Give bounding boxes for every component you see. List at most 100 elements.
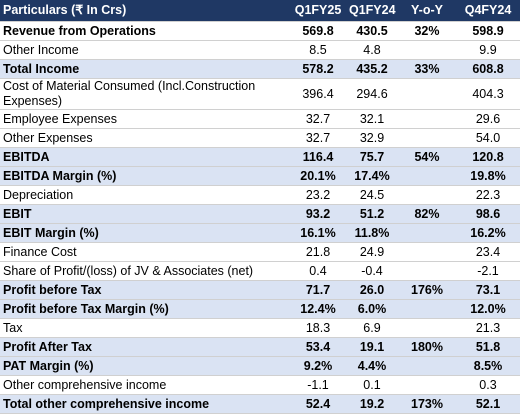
value-cell: 32% (398, 21, 456, 41)
table-row: Profit before Tax Margin (%) 12.4% 6.0% 12.… (0, 299, 520, 319)
table-row: EBIT Margin (%) 16.1% 11.8% 16.2% (0, 223, 520, 243)
row-label: EBIT (0, 204, 290, 224)
row-label: Revenue from Operations (0, 21, 290, 41)
value-cell: 21.8 (290, 242, 346, 262)
row-label: Employee Expenses (0, 109, 290, 129)
table-row: Total other comprehensive income 52.4 19.2… (0, 394, 520, 414)
table-row: Profit before Tax 71.7 26.0 176% 73.1 (0, 280, 520, 300)
value-cell: 73.1 (456, 280, 520, 300)
value-cell: 6.9 (346, 318, 398, 338)
value-cell: 8.5% (456, 356, 520, 376)
value-cell (398, 375, 456, 395)
value-cell: 32.7 (290, 109, 346, 129)
table-row: Profit After Tax 53.4 19.1 180% 51.8 (0, 337, 520, 357)
value-cell (398, 223, 456, 243)
value-cell: 116.4 (290, 147, 346, 167)
value-cell: 32.7 (290, 128, 346, 148)
header-cell: Q1FY24 (346, 0, 398, 22)
value-cell: 120.8 (456, 147, 520, 167)
value-cell: 4.8 (346, 40, 398, 60)
value-cell: 17.4% (346, 166, 398, 186)
value-cell: 11.8% (346, 223, 398, 243)
value-cell: 608.8 (456, 59, 520, 79)
value-cell: 173% (398, 394, 456, 414)
value-cell: 24.5 (346, 185, 398, 205)
value-cell: -2.1 (456, 261, 520, 281)
value-cell: 435.2 (346, 59, 398, 79)
table-row: Other Expenses 32.7 32.9 54.0 (0, 128, 520, 148)
value-cell: 54% (398, 147, 456, 167)
value-cell: 51.8 (456, 337, 520, 357)
value-cell: 52.1 (456, 394, 520, 414)
header-cell: Y-o-Y (398, 0, 456, 22)
row-label: EBIT Margin (%) (0, 223, 290, 243)
value-cell: 23.4 (456, 242, 520, 262)
row-label: Other Income (0, 40, 290, 60)
row-label: Profit before Tax Margin (%) (0, 299, 290, 319)
header-row: Particulars (₹ In Crs) Q1FY25 Q1FY24 Y-o… (0, 0, 520, 22)
value-cell: 578.2 (290, 59, 346, 79)
table-row: Other Income 8.5 4.8 9.9 (0, 40, 520, 60)
value-cell: 52.4 (290, 394, 346, 414)
value-cell: 0.4 (290, 261, 346, 281)
table-row: Tax 18.3 6.9 21.3 (0, 318, 520, 338)
value-cell: 396.4 (290, 78, 346, 110)
value-cell (398, 356, 456, 376)
value-cell (398, 242, 456, 262)
value-cell: 93.2 (290, 204, 346, 224)
value-cell: 32.1 (346, 109, 398, 129)
table-row: Revenue from Operations 569.8 430.5 32% 598.… (0, 21, 520, 41)
value-cell: 569.8 (290, 21, 346, 41)
value-cell: 9.9 (456, 40, 520, 60)
value-cell: 29.6 (456, 109, 520, 129)
value-cell: 26.0 (346, 280, 398, 300)
row-label: Cost of Material Consumed (Incl.Construc… (0, 78, 290, 110)
value-cell (398, 318, 456, 338)
row-label: Share of Profit/(loss) of JV & Associate… (0, 261, 290, 281)
value-cell: 19.1 (346, 337, 398, 357)
value-cell: 598.9 (456, 21, 520, 41)
value-cell: 404.3 (456, 78, 520, 110)
row-label: Tax (0, 318, 290, 338)
value-cell: 0.1 (346, 375, 398, 395)
row-label: Total other comprehensive income (0, 394, 290, 414)
value-cell: 75.7 (346, 147, 398, 167)
value-cell (398, 166, 456, 186)
table-row: Finance Cost 21.8 24.9 23.4 (0, 242, 520, 262)
value-cell: 12.0% (456, 299, 520, 319)
value-cell: 8.5 (290, 40, 346, 60)
table-row: EBITDA 116.4 75.7 54% 120.8 (0, 147, 520, 167)
value-cell: 54.0 (456, 128, 520, 148)
row-label: Other comprehensive income (0, 375, 290, 395)
value-cell: 294.6 (346, 78, 398, 110)
value-cell: 82% (398, 204, 456, 224)
table-row: EBITDA Margin (%) 20.1% 17.4% 19.8% (0, 166, 520, 186)
value-cell: 53.4 (290, 337, 346, 357)
value-cell (398, 78, 456, 110)
table-row: Total Income 578.2 435.2 33% 608.8 (0, 59, 520, 79)
header-cell: Q4FY24 (456, 0, 520, 22)
value-cell: 12.4% (290, 299, 346, 319)
value-cell: 21.3 (456, 318, 520, 338)
header-cell: Q1FY25 (290, 0, 346, 22)
value-cell: 16.1% (290, 223, 346, 243)
value-cell: 176% (398, 280, 456, 300)
value-cell: -0.4 (346, 261, 398, 281)
value-cell: 0.3 (456, 375, 520, 395)
value-cell (398, 40, 456, 60)
value-cell: 33% (398, 59, 456, 79)
value-cell: 32.9 (346, 128, 398, 148)
value-cell: 4.4% (346, 356, 398, 376)
value-cell (398, 185, 456, 205)
table-row: Depreciation 23.2 24.5 22.3 (0, 185, 520, 205)
value-cell: 180% (398, 337, 456, 357)
row-label: Other Expenses (0, 128, 290, 148)
value-cell (398, 261, 456, 281)
value-cell: 22.3 (456, 185, 520, 205)
table-row: EBIT 93.2 51.2 82% 98.6 (0, 204, 520, 224)
value-cell: 18.3 (290, 318, 346, 338)
table-row: PAT Margin (%) 9.2% 4.4% 8.5% (0, 356, 520, 376)
row-label: EBITDA (0, 147, 290, 167)
value-cell: -1.1 (290, 375, 346, 395)
